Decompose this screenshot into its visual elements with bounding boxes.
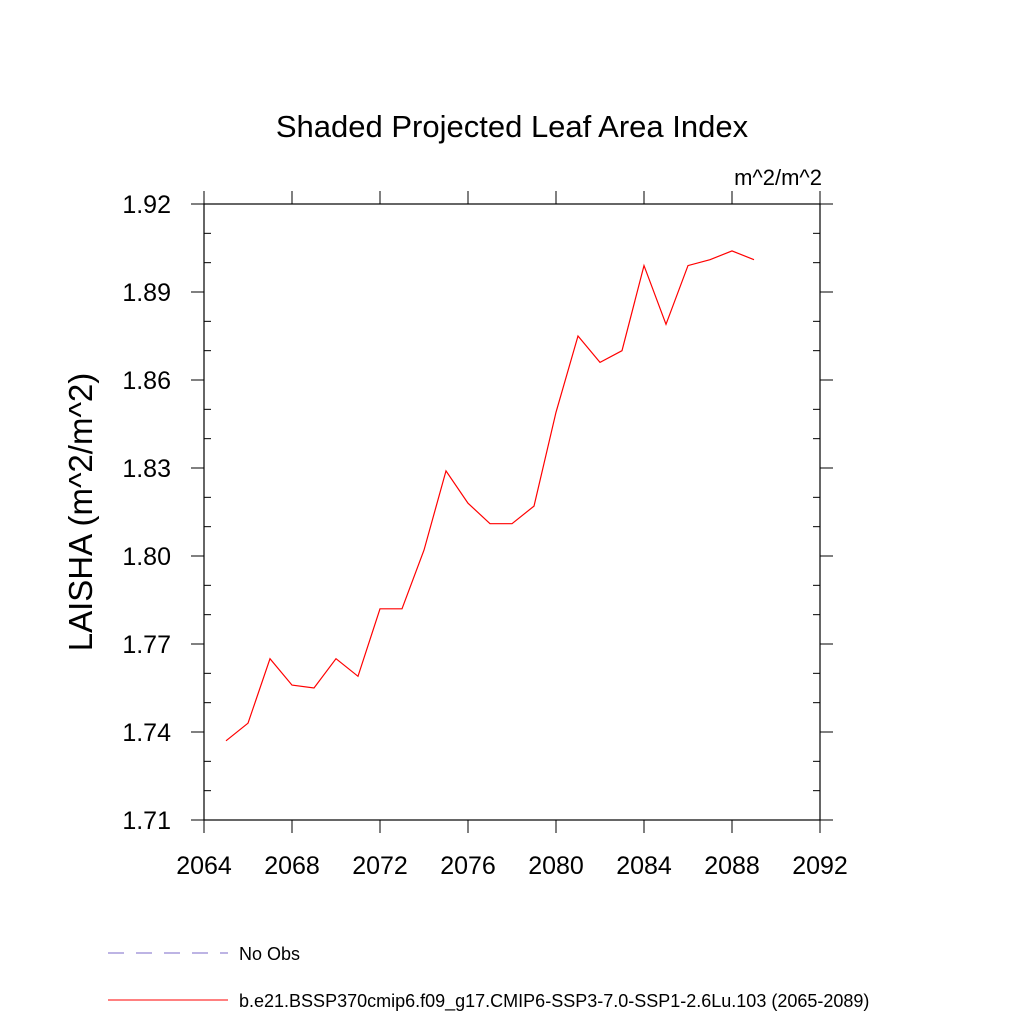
y-tick-label: 1.89 [122, 279, 171, 307]
axis-ticks [191, 191, 833, 833]
tick-labels: 2064 2068 2072 2076 2080 2084 2088 2092 1.71 1.74… [122, 191, 847, 880]
plot-frame [203, 203, 821, 821]
y-axis-label: LAISHA (m^2/m^2) [62, 373, 99, 652]
chart-title: Shaded Projected Leaf Area Index [276, 109, 749, 144]
x-tick-label: 2084 [616, 852, 672, 880]
y-tick-label: 1.83 [122, 455, 171, 483]
legend-label: b.e21.BSSP370cmip6.f09_g17.CMIP6-SSP3-7.… [239, 991, 869, 1012]
y-tick-label: 1.92 [122, 191, 171, 219]
legend-label: No Obs [239, 944, 300, 964]
y-tick-label: 1.80 [122, 543, 171, 571]
y-tick-label: 1.74 [122, 719, 171, 747]
y-tick-label: 1.77 [122, 631, 171, 659]
y-tick-label: 1.86 [122, 367, 171, 395]
x-tick-label: 2080 [528, 852, 584, 880]
y-tick-label: 1.71 [122, 807, 171, 835]
x-tick-label: 2068 [264, 852, 320, 880]
x-tick-label: 2064 [176, 852, 232, 880]
series-line [225, 250, 755, 742]
data-series [225, 250, 755, 742]
x-tick-label: 2072 [352, 852, 408, 880]
x-tick-label: 2092 [792, 852, 848, 880]
units-label: m^2/m^2 [734, 165, 822, 190]
x-tick-label: 2076 [440, 852, 496, 880]
legend: No Obs b.e21.BSSP370cmip6.f09_g17.CMIP6-S… [108, 944, 869, 1012]
x-tick-label: 2088 [704, 852, 760, 880]
